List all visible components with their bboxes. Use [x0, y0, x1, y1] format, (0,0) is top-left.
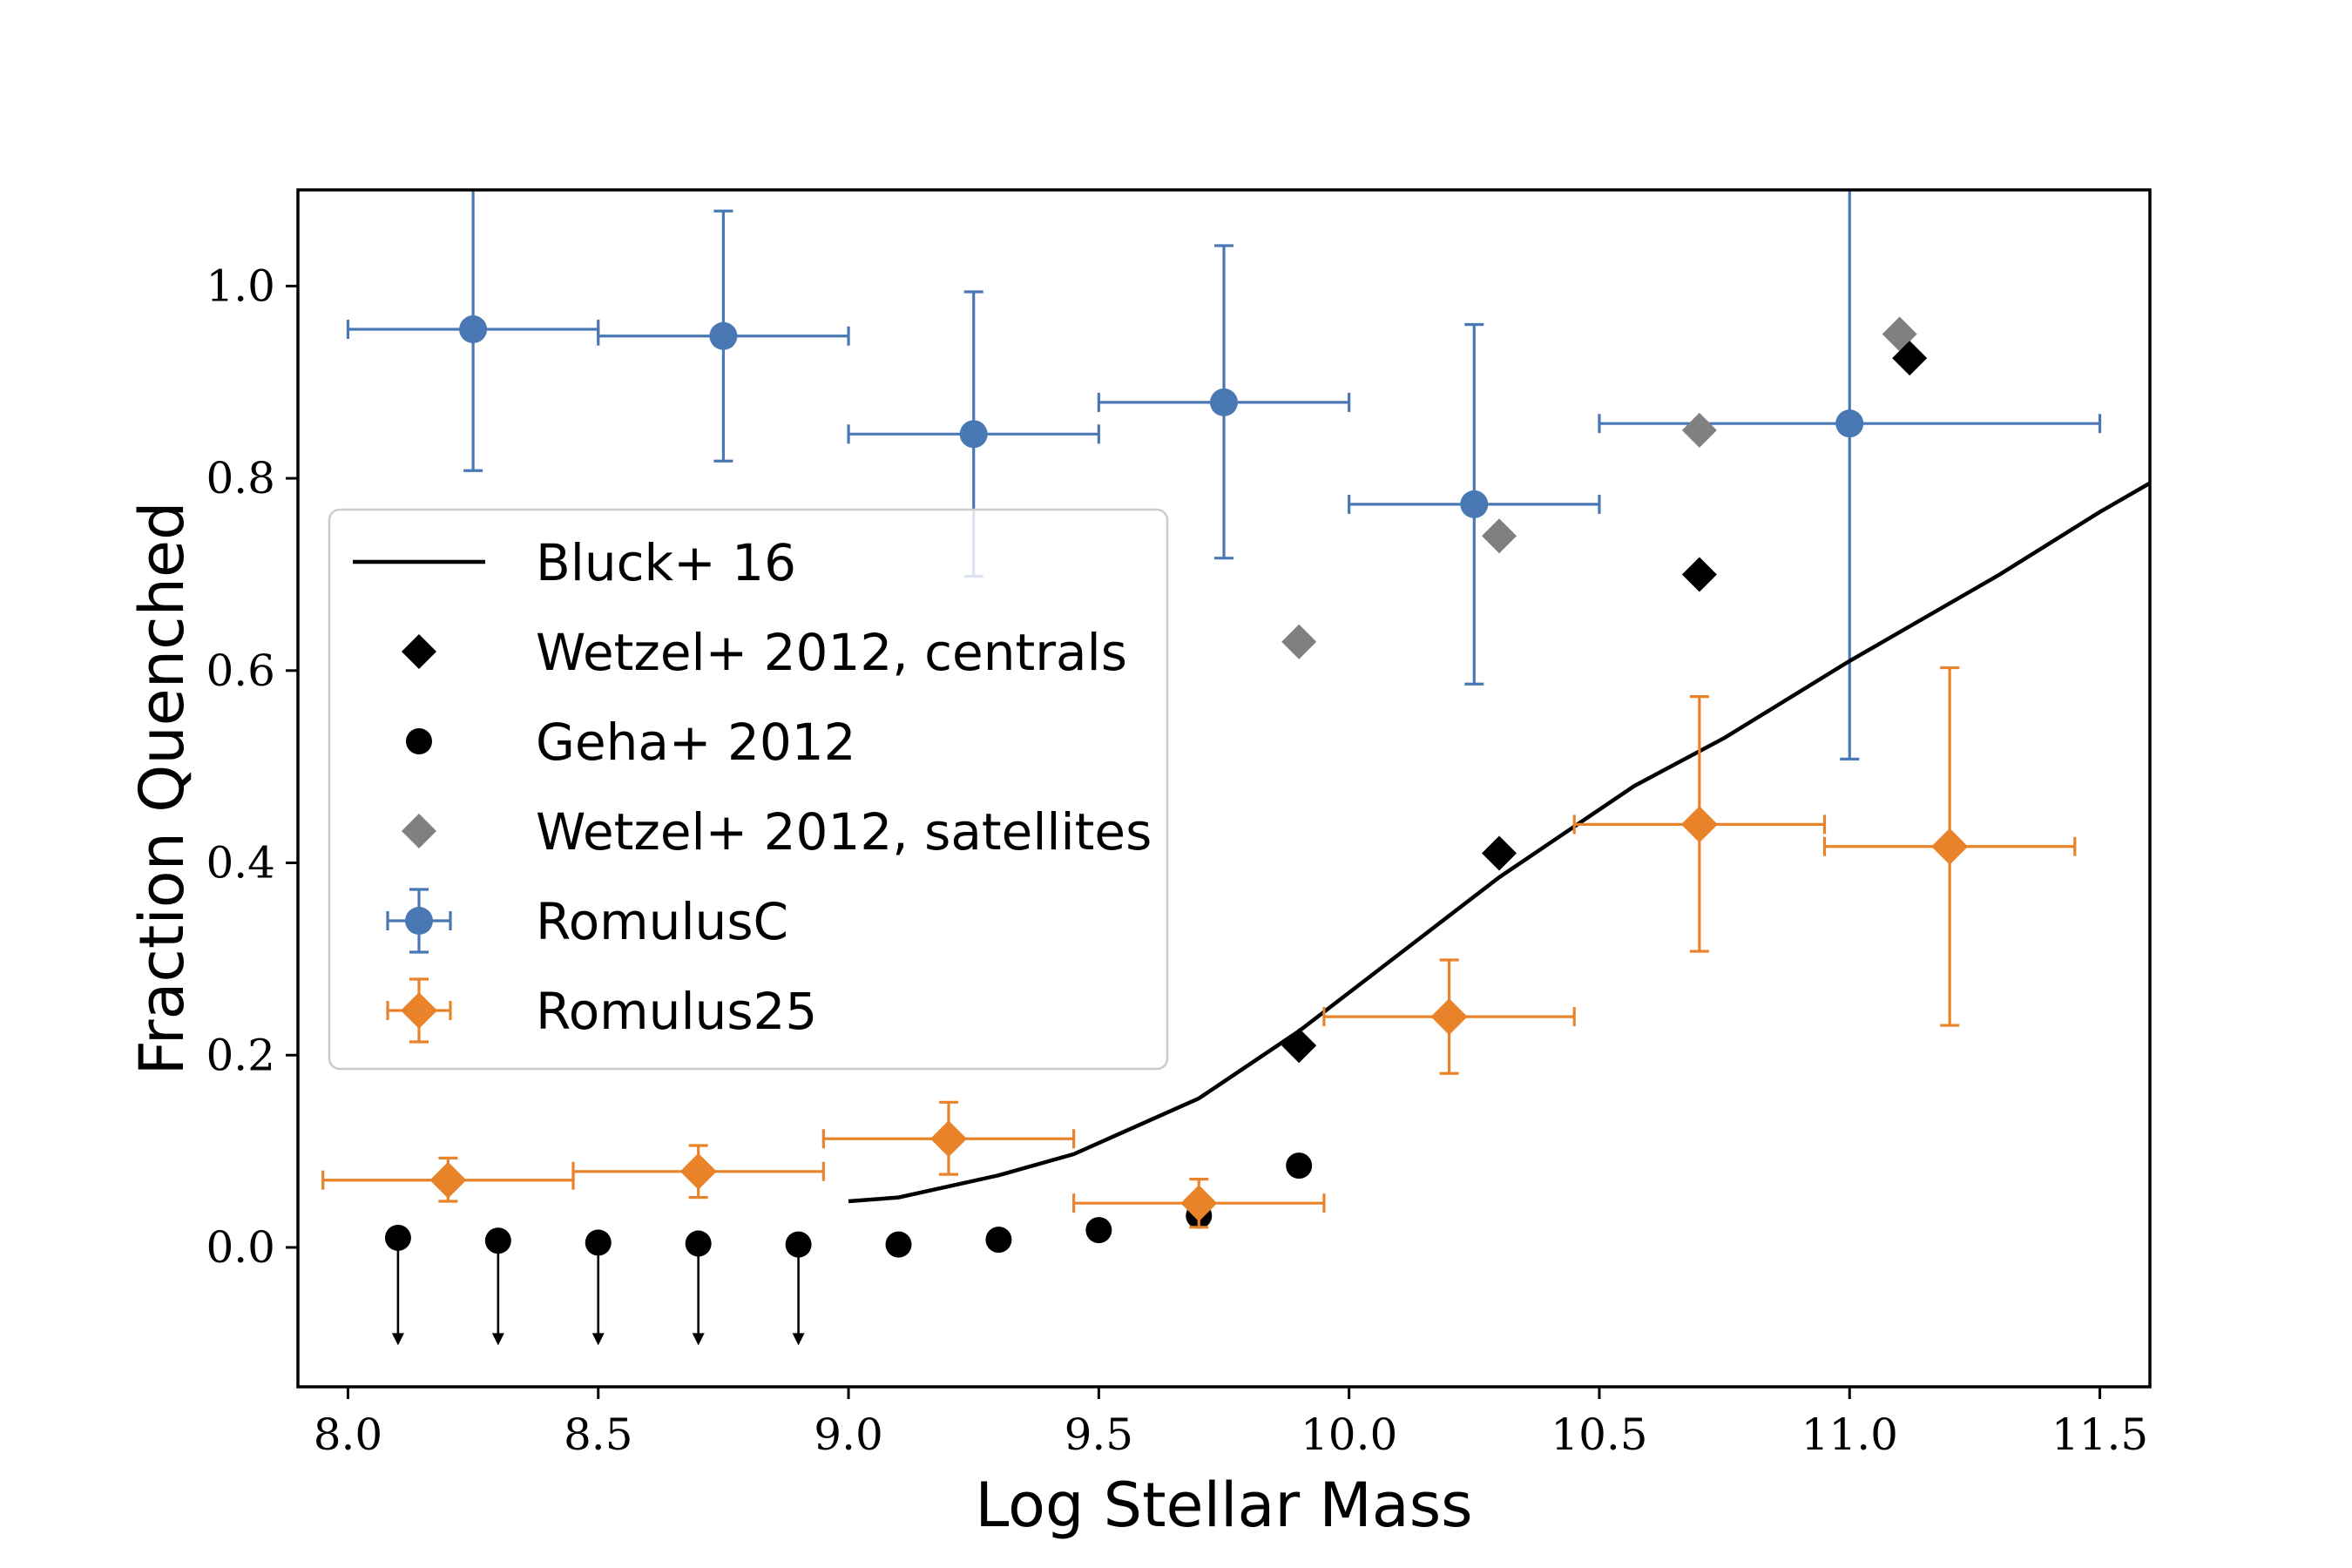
geha-point — [1085, 1217, 1112, 1244]
romulus25-point — [429, 1161, 467, 1199]
x-tick-label: 11.5 — [2051, 1409, 2148, 1460]
geha-point — [384, 1224, 411, 1251]
geha-point — [985, 1227, 1012, 1254]
legend: Bluck+ 16 Wetzel+ 2012, centrals Geha+ 201… — [328, 508, 1169, 1071]
geha-arrow-head — [491, 1333, 504, 1346]
wetzel-centrals-point — [1281, 1028, 1317, 1064]
romulus25-point — [679, 1152, 717, 1190]
axes: 8.0 8.5 9.0 9.5 10.0 10.5 11.0 11.5 0.0 0.2 0.4 0.6… — [206, 188, 2152, 1460]
romulusc-point — [459, 315, 488, 344]
wetzel-centrals-point — [1482, 835, 1517, 871]
legend-label: Bluck+ 16 — [536, 533, 796, 592]
legend-circle-icon — [406, 728, 432, 754]
legend-entry: Wetzel+ 2012, satellites — [402, 802, 1152, 862]
legend-label: Romulus25 — [536, 982, 817, 1041]
legend-circle-icon — [405, 907, 433, 935]
wetzel-satellites-point — [1482, 518, 1517, 554]
geha-arrow-head — [391, 1333, 404, 1346]
geha-point — [785, 1231, 812, 1258]
romulus25-point — [1931, 828, 1969, 865]
romulus25-point — [929, 1120, 967, 1158]
plot-frame — [296, 188, 2152, 1389]
romulus25-point — [1680, 806, 1718, 843]
geha-point — [484, 1227, 511, 1254]
plot-series — [321, 190, 2150, 1346]
wetzel-satellites-point — [1681, 412, 1717, 448]
romulusc-errorbar — [1598, 190, 2102, 760]
x-tick-label: 10.0 — [1301, 1409, 1397, 1460]
y-axis-title: Fraction Quenched — [126, 502, 198, 1076]
x-axis-title: Log Stellar Mass — [975, 1470, 1472, 1541]
geha-arrow-head — [591, 1333, 605, 1346]
geha-arrow-head — [692, 1333, 705, 1346]
legend-label: Geha+ 2012 — [536, 713, 856, 772]
legend-entry: Geha+ 2012 — [406, 713, 856, 772]
geha-point — [885, 1231, 912, 1258]
legend-diamond-icon — [402, 634, 436, 669]
wetzel-centrals-point — [1892, 341, 1928, 376]
romulusc-point — [709, 321, 738, 350]
legend-entry: Bluck+ 16 — [353, 533, 796, 592]
geha-point — [685, 1230, 712, 1257]
x-tick-label: 9.0 — [814, 1409, 883, 1460]
bluck-line — [848, 481, 2150, 1204]
x-tick-label: 10.5 — [1551, 1409, 1647, 1460]
legend-entry: Romulus25 — [386, 977, 817, 1044]
y-tick-label: 1.0 — [206, 260, 275, 311]
wetzel-centrals-point — [1681, 557, 1717, 592]
legend-label: Wetzel+ 2012, centrals — [536, 623, 1127, 682]
geha-point — [1286, 1152, 1313, 1179]
y-tick-label: 0.4 — [206, 838, 275, 889]
romulus25-point — [1180, 1185, 1218, 1222]
legend-label: Wetzel+ 2012, satellites — [536, 802, 1152, 862]
legend-box — [328, 508, 1169, 1071]
legend-entry: RomulusC — [386, 888, 788, 954]
x-tick-label: 8.5 — [564, 1409, 633, 1460]
legend-label: RomulusC — [536, 892, 788, 951]
legend-entry: Wetzel+ 2012, centrals — [402, 623, 1127, 682]
x-tick-label: 9.5 — [1064, 1409, 1134, 1460]
romulusc-point — [959, 420, 988, 449]
legend-diamond-icon — [402, 814, 436, 848]
geha-arrow-head — [792, 1333, 805, 1346]
x-tick-label: 11.0 — [1801, 1409, 1898, 1460]
legend-diamond-icon — [401, 992, 437, 1029]
romulusc-point — [1210, 388, 1238, 416]
y-tick-label: 0.6 — [206, 645, 275, 696]
geha-point — [585, 1229, 612, 1256]
y-tick-label: 0.8 — [206, 453, 275, 504]
y-tick-label: 0.2 — [206, 1030, 275, 1080]
romulusc-point — [1835, 409, 1864, 438]
plot-area — [321, 190, 2150, 1346]
x-tick-label: 8.0 — [314, 1409, 383, 1460]
romulusc-point — [1460, 490, 1489, 518]
wetzel-satellites-point — [1281, 624, 1317, 659]
romulus25-point — [1430, 998, 1468, 1036]
y-tick-label: 0.0 — [206, 1222, 275, 1273]
